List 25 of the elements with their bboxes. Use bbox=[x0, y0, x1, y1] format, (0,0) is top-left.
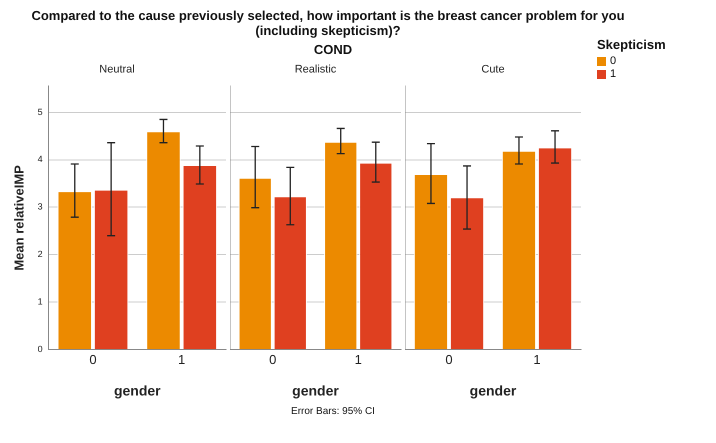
x-tick-label: 0 bbox=[269, 352, 276, 367]
y-tick-label: 3 bbox=[38, 202, 43, 212]
legend-label: 1 bbox=[610, 68, 616, 81]
y-tick-label: 5 bbox=[38, 106, 43, 117]
chart-title: Cute bbox=[481, 64, 505, 76]
y-tick-label: 1 bbox=[38, 296, 43, 307]
legend-title: Skepticism bbox=[597, 37, 666, 52]
chart-title: Neutral bbox=[99, 64, 135, 76]
text: Error Bars: 95% CI bbox=[290, 406, 376, 417]
x-axis-title: gender bbox=[470, 382, 517, 398]
legend-label: 0 bbox=[610, 55, 616, 68]
text: Compared to the cause previously selected, how important is the breast cancer problem for you (including skepticism)? bbox=[30, 8, 626, 38]
x-tick-label: 0 bbox=[89, 352, 97, 367]
y-axis-title: Mean relativeIMP bbox=[11, 164, 26, 271]
y-tick-label: 2 bbox=[38, 249, 43, 260]
x-tick-label: 1 bbox=[533, 352, 541, 367]
y-tick-label: 0 bbox=[38, 344, 43, 354]
x-tick-label: 1 bbox=[178, 352, 186, 367]
x-axis-title: gender bbox=[114, 382, 162, 398]
y-tick-label: 4 bbox=[38, 154, 43, 164]
chart-title: Realistic bbox=[294, 64, 337, 76]
x-tick-label: 1 bbox=[354, 352, 362, 367]
text: COND bbox=[312, 42, 354, 57]
x-tick-label: 0 bbox=[445, 352, 453, 367]
x-axis-title: gender bbox=[292, 382, 340, 398]
